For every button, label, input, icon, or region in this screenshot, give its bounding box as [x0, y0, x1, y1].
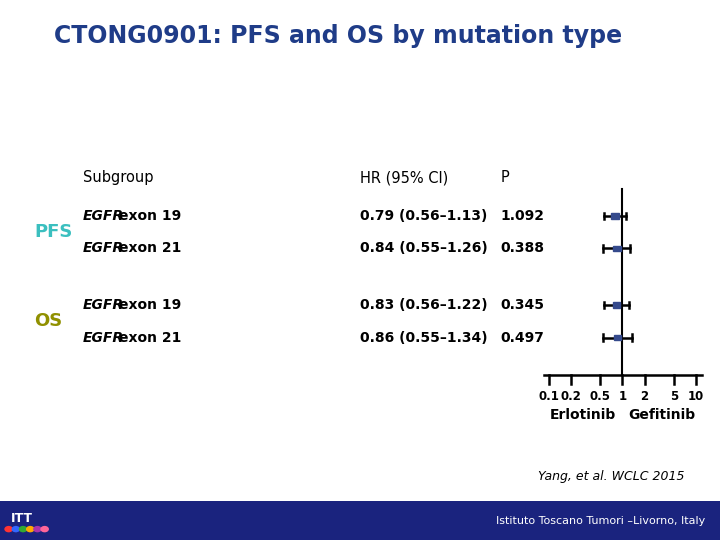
Text: 0.1: 0.1 [539, 390, 559, 403]
Text: 1: 1 [618, 390, 626, 403]
Text: 0.497: 0.497 [500, 330, 544, 345]
Text: P: P [500, 170, 509, 185]
Text: Istituto Toscano Tumori –Livorno, Italy: Istituto Toscano Tumori –Livorno, Italy [496, 516, 706, 525]
Text: EGFR: EGFR [83, 330, 124, 345]
Text: 0.388: 0.388 [500, 241, 544, 255]
Text: exon 21: exon 21 [119, 330, 181, 345]
Text: 1.092: 1.092 [500, 209, 544, 223]
Text: 0.5: 0.5 [590, 390, 611, 403]
Text: PFS: PFS [35, 223, 73, 241]
Text: EGFR: EGFR [83, 209, 124, 223]
Text: Yang, et al. WCLC 2015: Yang, et al. WCLC 2015 [538, 470, 684, 483]
Text: exon 19: exon 19 [119, 298, 181, 312]
Text: Subgroup: Subgroup [83, 170, 153, 185]
Text: EGFR: EGFR [83, 298, 124, 312]
Text: 2: 2 [641, 390, 649, 403]
Text: 10: 10 [688, 390, 704, 403]
Text: CTONG0901: PFS and OS by mutation type: CTONG0901: PFS and OS by mutation type [54, 24, 622, 48]
Text: EGFR: EGFR [83, 241, 124, 255]
Text: exon 19: exon 19 [119, 209, 181, 223]
Text: 0.345: 0.345 [500, 298, 544, 312]
Text: 0.86 (0.55–1.34): 0.86 (0.55–1.34) [360, 330, 487, 345]
Text: 0.79 (0.56–1.13): 0.79 (0.56–1.13) [360, 209, 487, 223]
Text: OS: OS [35, 312, 63, 330]
Text: HR (95% Cl): HR (95% Cl) [360, 170, 449, 185]
Text: Erlotinib: Erlotinib [550, 408, 616, 422]
Text: exon 21: exon 21 [119, 241, 181, 255]
Text: ITT: ITT [11, 512, 33, 525]
Text: Gefitinib: Gefitinib [629, 408, 696, 422]
Text: 5: 5 [670, 390, 678, 403]
Text: 0.2: 0.2 [561, 390, 582, 403]
Text: 0.84 (0.55–1.26): 0.84 (0.55–1.26) [360, 241, 487, 255]
Text: 0.83 (0.56–1.22): 0.83 (0.56–1.22) [360, 298, 487, 312]
